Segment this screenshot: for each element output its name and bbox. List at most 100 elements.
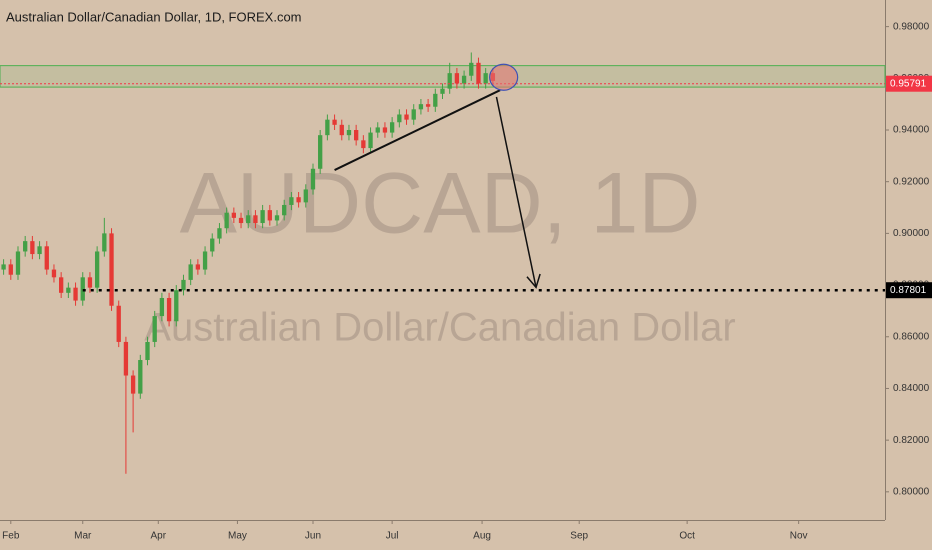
price-label-bg <box>886 282 932 299</box>
candle-body <box>461 75 467 84</box>
candle-body <box>66 287 71 293</box>
candle-body <box>303 189 308 203</box>
y-tick-label: 0.98000 <box>893 21 930 32</box>
arrow-head <box>526 273 541 289</box>
candle-body <box>425 104 431 107</box>
candle-body <box>87 277 93 288</box>
candle-body <box>188 264 193 280</box>
y-tick-label: 0.94000 <box>893 125 930 136</box>
highlight-ellipse <box>489 63 519 91</box>
candle-body <box>433 93 438 107</box>
candle-body <box>174 290 179 322</box>
x-tick-label: Sep <box>570 531 588 542</box>
candle-body <box>44 246 49 270</box>
candle-body <box>361 140 366 149</box>
candle-body <box>404 114 409 120</box>
candle-body <box>440 88 445 94</box>
candle-body <box>210 238 215 252</box>
candle-body <box>476 62 481 84</box>
x-tick-label: Mar <box>74 531 92 542</box>
candle-body <box>397 114 402 123</box>
candle-body <box>59 277 64 293</box>
candle-body <box>325 119 330 136</box>
candle-body <box>238 217 244 224</box>
candle-body <box>37 246 42 255</box>
candle-body <box>246 215 251 224</box>
y-tick-label: 0.82000 <box>893 435 930 446</box>
x-tick-label: Feb <box>2 531 20 542</box>
candle-body <box>267 210 272 221</box>
candle-body <box>418 104 424 110</box>
candle-body <box>159 297 165 317</box>
x-tick-label: Aug <box>473 531 491 542</box>
candle-body <box>130 375 136 394</box>
candle-body <box>123 341 129 376</box>
candle-body <box>30 241 35 255</box>
trendline <box>334 89 501 171</box>
candle-body <box>354 130 359 141</box>
candle-body <box>375 127 380 133</box>
candle-body <box>51 269 57 278</box>
candle-body <box>109 233 114 306</box>
candle-body <box>181 279 186 291</box>
candle-body <box>1 264 6 270</box>
y-tick-label: 0.84000 <box>893 383 930 394</box>
candle-body <box>145 341 150 361</box>
x-tick-label: Apr <box>151 531 167 542</box>
candle-body <box>274 215 280 221</box>
candle-body <box>332 119 337 125</box>
y-tick-label: 0.80000 <box>893 486 930 497</box>
price-label: 0.87801 <box>890 285 927 296</box>
candle-body <box>447 73 452 89</box>
plot <box>0 52 886 474</box>
candle-body <box>80 277 85 301</box>
candle-body <box>73 287 78 301</box>
candle-body <box>318 135 323 169</box>
candle-body <box>282 204 287 216</box>
y-tick-label: 0.86000 <box>893 331 930 342</box>
candle-body <box>152 316 157 342</box>
candle-body <box>382 127 388 133</box>
x-tick-label: Jul <box>386 531 399 542</box>
candle-body <box>483 73 488 84</box>
watermark-subtitle: Australian Dollar/Canadian Dollar <box>144 306 735 350</box>
candle-body <box>469 62 474 76</box>
candle-body <box>253 215 258 224</box>
x-tick-label: Nov <box>790 531 808 542</box>
candle-body <box>260 210 265 224</box>
candle-body <box>195 264 201 270</box>
candle-body <box>289 197 294 205</box>
candle-body <box>166 297 172 322</box>
candle-body <box>138 360 143 394</box>
candle-body <box>102 233 107 252</box>
x-tick-label: Oct <box>679 531 695 542</box>
candle-body <box>346 130 352 136</box>
candle-body <box>217 228 222 239</box>
candle-body <box>389 122 395 133</box>
price-label: 0.95791 <box>890 78 927 89</box>
candle-body <box>224 212 229 229</box>
chart-title: Australian Dollar/Canadian Dollar, 1D, F… <box>6 9 302 24</box>
candle-body <box>368 132 373 149</box>
candle-body <box>339 124 344 136</box>
x-tick-label: Jun <box>305 531 321 542</box>
watermark: AUDCAD, 1D <box>180 156 701 252</box>
candle-body <box>454 73 460 84</box>
candle-body <box>23 241 28 252</box>
candle-body <box>15 251 21 275</box>
candle-body <box>296 197 301 203</box>
candle-body <box>231 212 236 218</box>
candle-body <box>94 251 100 288</box>
arrow <box>495 96 537 288</box>
candle-body <box>310 168 316 190</box>
candle-body <box>202 251 208 270</box>
candle-body <box>411 109 416 120</box>
candle-body <box>8 264 13 275</box>
price-label-bg <box>886 75 932 92</box>
candle-body <box>116 305 121 342</box>
y-tick-label: 0.90000 <box>893 228 930 239</box>
y-tick-label: 0.92000 <box>893 176 930 187</box>
